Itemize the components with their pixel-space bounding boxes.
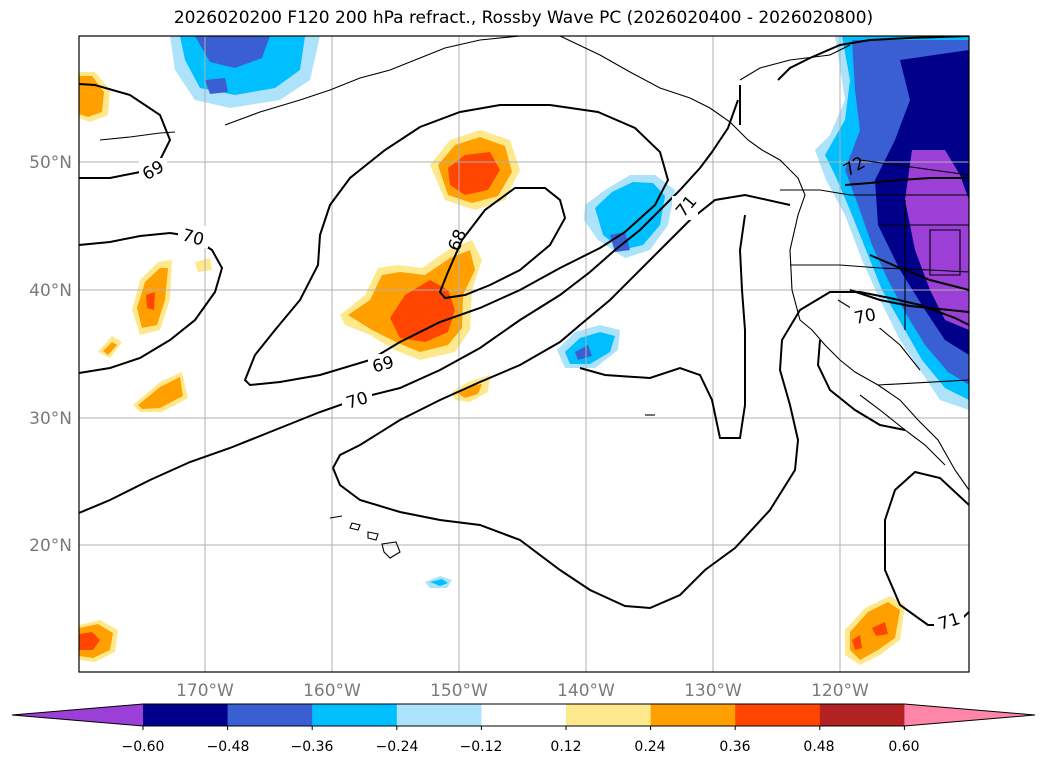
lon-label: 160°W xyxy=(303,681,361,701)
lon-label: 170°W xyxy=(176,681,234,701)
colorbar-ticks: −0.60 −0.48 −0.36 −0.24 −0.12 0.12 0.24 … xyxy=(122,739,920,755)
colorbar-segment xyxy=(312,704,398,726)
colorbar-tick-label: −0.48 xyxy=(207,739,250,755)
colorbar-segment xyxy=(819,704,905,726)
colorbar-segment xyxy=(227,704,313,726)
colorbar-tick-label: 0.12 xyxy=(550,739,581,755)
colorbar-tick-label: 0.48 xyxy=(803,739,834,755)
latitude-labels: 50°N 40°N 30°N 20°N xyxy=(29,153,72,556)
map-area xyxy=(79,36,969,672)
longitude-labels: 170°W 160°W 150°W 140°W 130°W 120°W xyxy=(176,681,869,701)
colorbar-extension-high xyxy=(904,704,1035,726)
colorbar-tick-label: −0.36 xyxy=(291,739,334,755)
colorbar-tick-label: 0.24 xyxy=(634,739,665,755)
colorbar-tick-label: 0.36 xyxy=(719,739,750,755)
lat-label: 40°N xyxy=(29,281,72,301)
colorbar xyxy=(11,703,1036,730)
colorbar-segment xyxy=(481,704,567,726)
lat-label: 50°N xyxy=(29,153,72,173)
colorbar-tick-label: −0.12 xyxy=(460,739,503,755)
lon-label: 140°W xyxy=(557,681,615,701)
positive-shading xyxy=(79,72,905,665)
lon-label: 120°W xyxy=(811,681,869,701)
colorbar-segment xyxy=(735,704,821,726)
colorbar-segment xyxy=(650,704,736,726)
lon-label: 150°W xyxy=(430,681,488,701)
map-layers: 69 70 68 71 69 70 72 70 71 xyxy=(79,36,969,672)
lat-label: 20°N xyxy=(29,536,72,556)
colorbar-segment xyxy=(396,704,482,726)
colorbar-segment xyxy=(143,704,229,726)
colorbar-extension-low xyxy=(12,704,143,726)
contour-label: 70 xyxy=(853,305,878,329)
lat-label: 30°N xyxy=(29,409,72,429)
lon-label: 130°W xyxy=(684,681,742,701)
colorbar-tick-label: 0.60 xyxy=(888,739,919,755)
graticule xyxy=(79,36,969,672)
map-frame xyxy=(78,35,970,673)
colorbar-segment xyxy=(566,704,652,726)
map-title: 2026020200 F120 200 hPa refract., Rossby… xyxy=(173,8,874,28)
colorbar-tick-label: −0.24 xyxy=(376,739,419,755)
colorbar-tick-label: −0.60 xyxy=(122,739,165,755)
